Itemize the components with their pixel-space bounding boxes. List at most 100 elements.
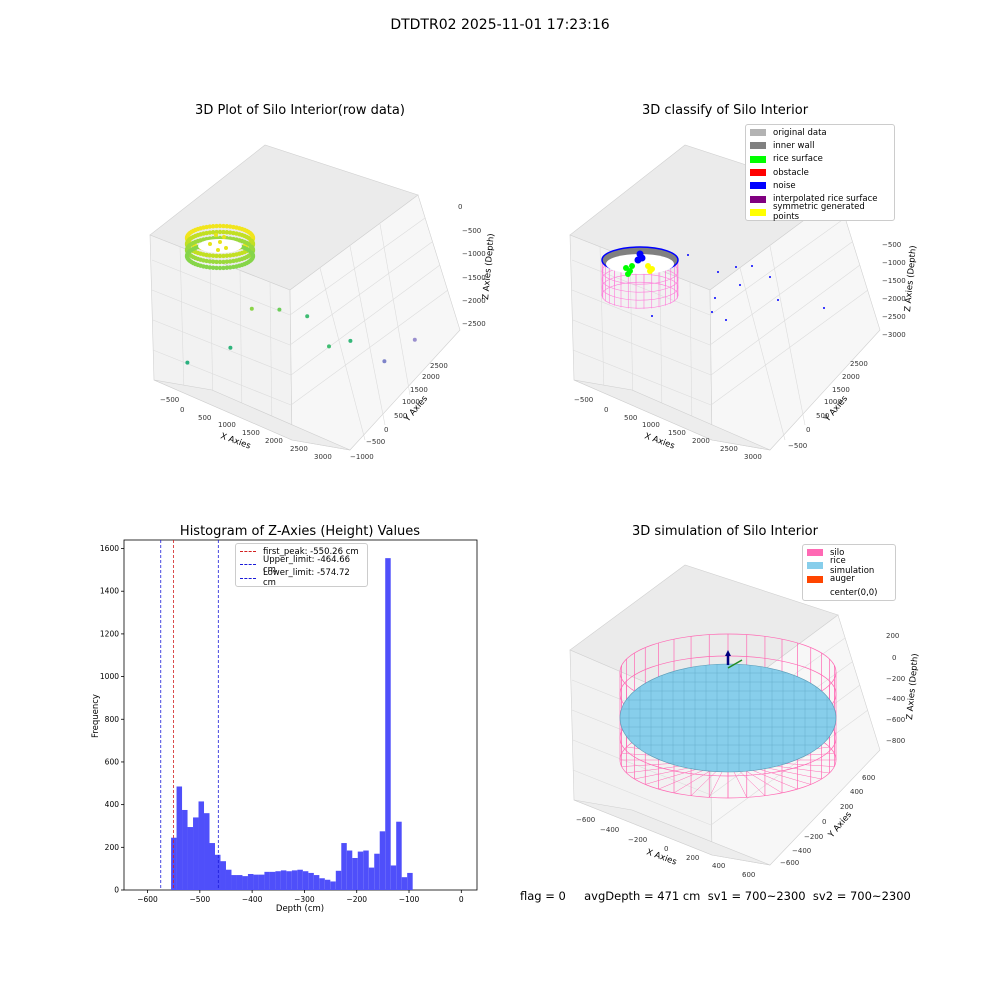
histogram-bar bbox=[363, 850, 369, 890]
panel4-title: 3D simulation of Silo Interior bbox=[632, 524, 818, 539]
y-tick: 0 bbox=[822, 818, 826, 826]
y-tick-label: 1600 bbox=[100, 544, 119, 553]
x-tick: 0 bbox=[180, 406, 184, 414]
histogram-bar bbox=[390, 865, 397, 890]
histogram-bar bbox=[171, 837, 177, 890]
noise-point bbox=[711, 311, 713, 313]
z-tick: −2000 bbox=[462, 297, 486, 305]
z-tick: −500 bbox=[462, 227, 481, 235]
legend-label: center(0,0) bbox=[830, 587, 878, 598]
wall-point bbox=[231, 264, 236, 270]
raw-data-3d-plot: −500 0 500 1000 1500 2000 2500 3000 −100… bbox=[149, 144, 497, 461]
wall-point bbox=[214, 253, 219, 259]
histogram-bar bbox=[187, 827, 194, 890]
legend-label: symmetric generated points bbox=[773, 202, 865, 223]
wall-point bbox=[217, 259, 223, 265]
histogram-bar bbox=[374, 853, 380, 890]
wall-interior bbox=[606, 254, 674, 274]
histogram-bar bbox=[291, 870, 298, 890]
wall-point bbox=[217, 229, 223, 235]
histogram-bar bbox=[346, 850, 353, 890]
z-tick: −2500 bbox=[882, 313, 906, 321]
x-ticks: −600 −500 −400 −300 −200 −100 0 bbox=[137, 890, 464, 904]
wall-point bbox=[217, 265, 223, 271]
wall-point bbox=[221, 223, 226, 229]
y-tick: 1000 bbox=[402, 398, 420, 406]
wall-point bbox=[210, 224, 216, 229]
histogram-bar bbox=[220, 861, 226, 890]
data-point bbox=[382, 359, 387, 364]
y-tick: 1500 bbox=[410, 386, 428, 394]
wall-point bbox=[204, 224, 209, 230]
y-tick-label: 1000 bbox=[100, 672, 119, 681]
classify-legend: original data inner wall rice surface obsta… bbox=[745, 124, 895, 222]
x-tick: 2500 bbox=[290, 445, 308, 453]
z-tick: −3000 bbox=[882, 331, 906, 339]
legend-item: inner wall bbox=[746, 139, 894, 152]
data-point bbox=[305, 314, 310, 319]
x-tick-label: −200 bbox=[346, 895, 367, 904]
y-tick: −400 bbox=[792, 847, 811, 855]
noise-point bbox=[769, 276, 771, 278]
histogram-bar bbox=[319, 878, 325, 890]
histogram-bar bbox=[182, 809, 188, 890]
surface-point bbox=[218, 240, 222, 244]
y-tick: 500 bbox=[394, 412, 407, 420]
y-ticks: 0 200 400 600 800 1000 1200 1400 1600 bbox=[100, 544, 124, 895]
surface-point bbox=[214, 233, 218, 237]
wall-point bbox=[207, 253, 213, 258]
y-tick-label: 800 bbox=[105, 715, 120, 724]
depth-histogram: −600 −500 −400 −300 −200 −100 0 0 200 400 600 800 1… bbox=[91, 539, 478, 914]
x-tick-label: −300 bbox=[294, 895, 315, 904]
legend-label: silo bbox=[830, 547, 845, 558]
data-point bbox=[348, 338, 353, 343]
legend-swatch bbox=[750, 155, 766, 163]
histogram-bar bbox=[313, 875, 320, 890]
noise-point bbox=[751, 265, 753, 267]
wall-point bbox=[231, 252, 236, 258]
wall-point bbox=[224, 224, 230, 229]
legend-label: auger bbox=[830, 574, 855, 585]
histogram-bar bbox=[264, 871, 270, 890]
surface-point bbox=[208, 242, 212, 246]
z-tick: −800 bbox=[886, 737, 905, 745]
wall-point bbox=[221, 253, 226, 259]
x-axis-label: X Axies bbox=[645, 847, 678, 867]
wall-point bbox=[207, 224, 213, 229]
x-tick: 1000 bbox=[642, 421, 660, 429]
y-tick: 500 bbox=[816, 412, 829, 420]
data-point bbox=[277, 307, 282, 312]
classified-cylinder bbox=[601, 246, 679, 309]
legend-label: obstacle bbox=[773, 167, 809, 178]
y-tick-label: 0 bbox=[114, 886, 119, 895]
y-tick: 2500 bbox=[430, 362, 448, 370]
wall-point bbox=[214, 265, 219, 271]
legend-item: Upper_limit: -464.66 cm bbox=[236, 555, 367, 575]
y-tick: −1000 bbox=[350, 453, 374, 461]
noise-point bbox=[725, 319, 727, 321]
z-tick: −400 bbox=[886, 695, 905, 703]
legend-item: interpolated rice surface bbox=[746, 192, 894, 205]
x-tick: −600 bbox=[576, 816, 595, 824]
histogram-bar bbox=[352, 857, 358, 890]
histogram-bar bbox=[297, 869, 303, 890]
wall-point bbox=[221, 265, 226, 271]
wall-point bbox=[227, 265, 233, 270]
y-tick-label: 400 bbox=[105, 800, 120, 809]
x-tick: 200 bbox=[686, 854, 699, 862]
histogram-bars bbox=[171, 558, 413, 890]
x-tick: −200 bbox=[628, 836, 647, 844]
z-tick: −2500 bbox=[462, 320, 486, 328]
rice-surface-point bbox=[625, 271, 631, 277]
wall-point bbox=[217, 253, 223, 259]
histogram-bar bbox=[286, 871, 292, 890]
legend-swatch bbox=[750, 142, 766, 150]
wall-point bbox=[221, 229, 226, 235]
wall-point bbox=[214, 259, 219, 265]
legend-label: interpolated rice surface bbox=[773, 194, 878, 205]
legend-item: symmetric generated points bbox=[746, 202, 894, 222]
legend-item: noise bbox=[746, 179, 894, 192]
legend-item: center(0,0) bbox=[803, 586, 895, 599]
wall-point bbox=[214, 223, 219, 229]
histogram-bar bbox=[368, 867, 375, 890]
